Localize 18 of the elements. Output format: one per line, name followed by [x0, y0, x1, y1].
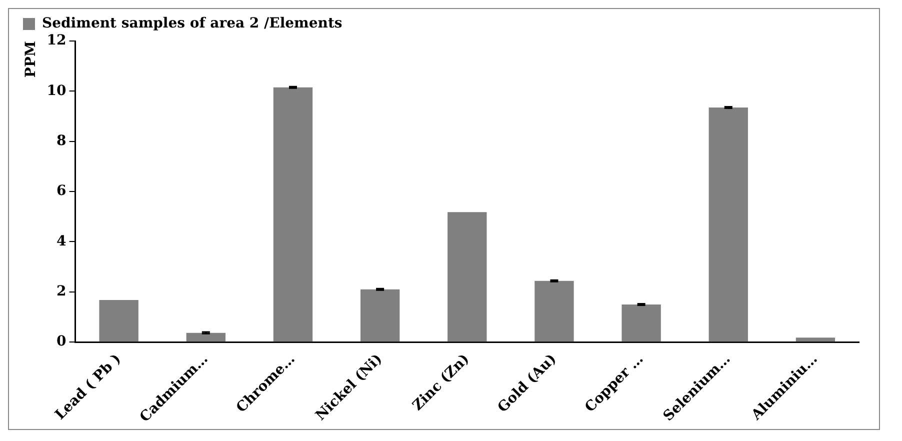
- bar: [708, 107, 748, 342]
- y-tick-label: 10: [46, 82, 67, 99]
- y-tick-label: 2: [56, 284, 66, 300]
- y-tick-label: 0: [56, 334, 67, 350]
- bar: [360, 289, 400, 342]
- bar: [796, 338, 836, 342]
- bar: [622, 304, 661, 342]
- y-axis-title: PPM: [23, 41, 40, 78]
- bar: [273, 87, 313, 342]
- bar: [534, 280, 574, 342]
- y-tick-label: 4: [56, 233, 67, 250]
- y-tick-label: 8: [56, 133, 66, 150]
- y-tick-label: 12: [46, 32, 66, 49]
- y-tick-label: 6: [56, 183, 66, 200]
- bar: [186, 332, 226, 342]
- bar: [448, 212, 487, 342]
- legend-label: Sediment samples of area 2 /Elements: [42, 16, 342, 32]
- bar: [99, 300, 138, 342]
